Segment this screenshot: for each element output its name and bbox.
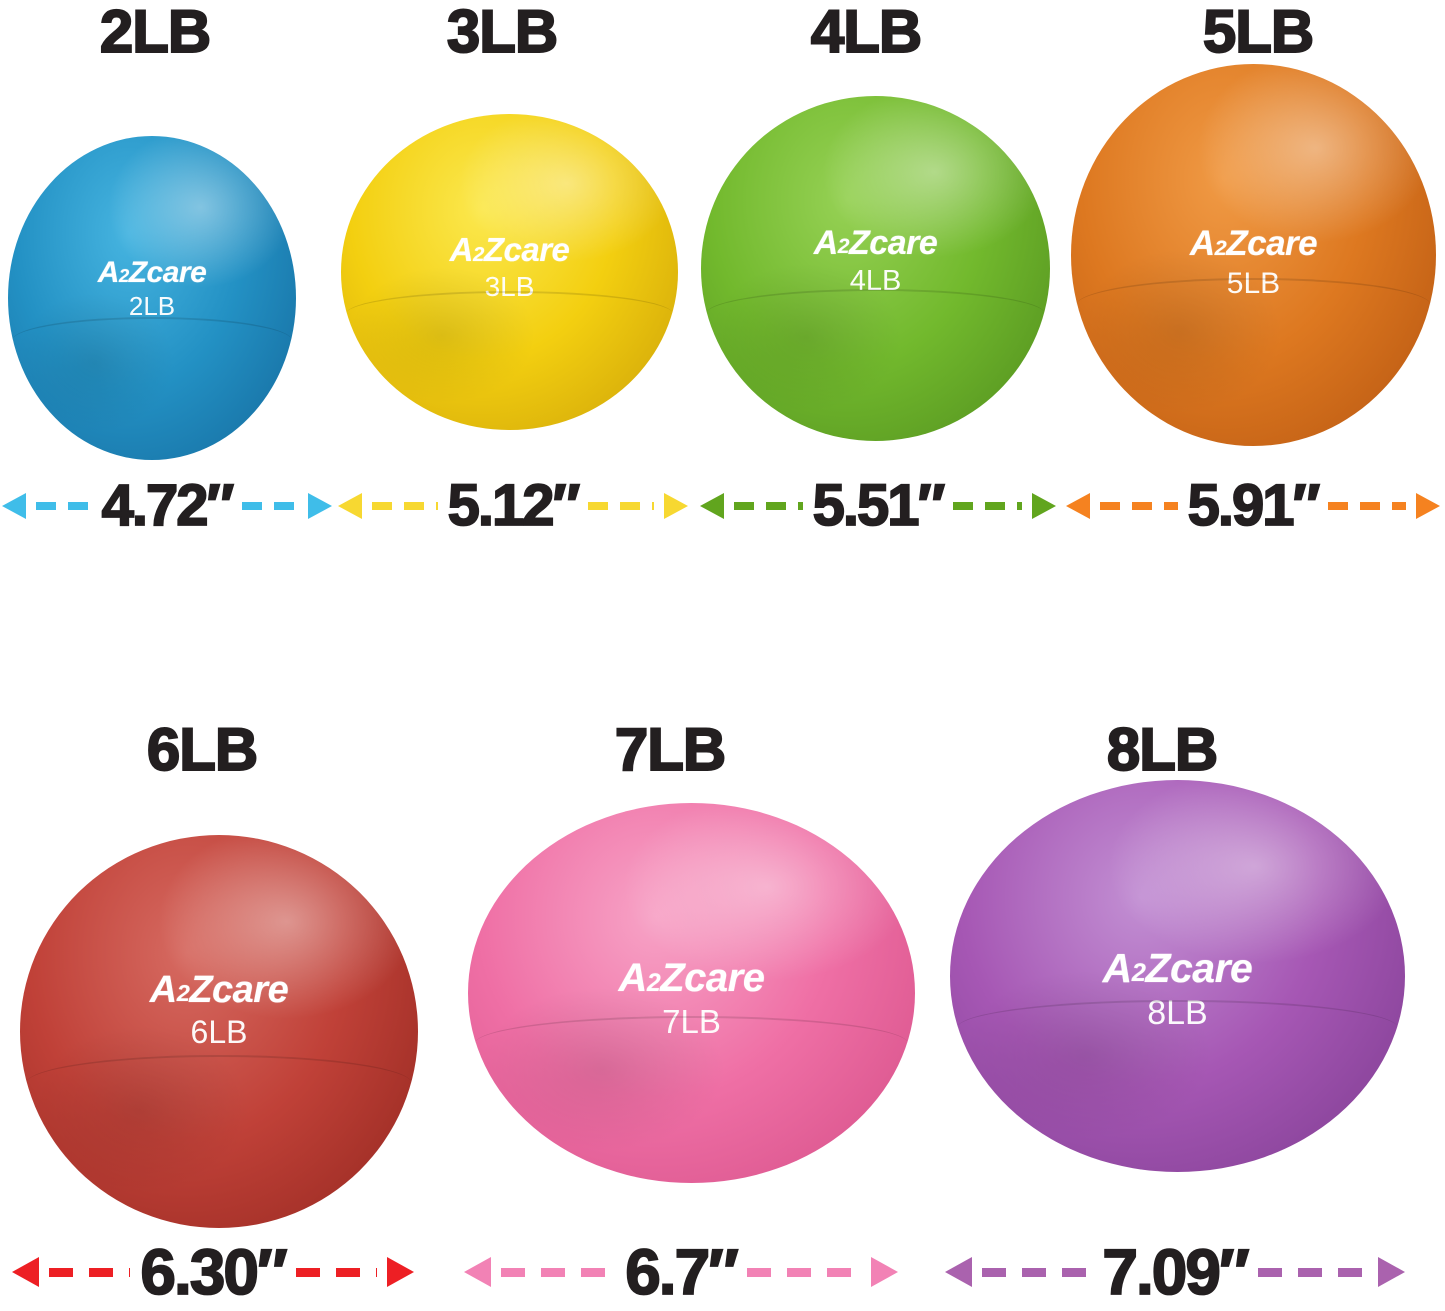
brand-logo: A2Zcare [1189, 224, 1318, 264]
arrow-right-icon [308, 493, 333, 519]
dashed-line [734, 502, 803, 510]
diameter-measure-8lb: 7.09″ [945, 1238, 1405, 1306]
brand-logo: A2Zcare [1102, 944, 1253, 991]
diameter-measure-4lb: 5.51″ [700, 472, 1057, 540]
ball-seam-line [346, 290, 673, 337]
weight-heading-7lb: 7LB [614, 716, 727, 783]
arrow-left-icon [945, 1257, 972, 1287]
ball-seam-line [474, 1015, 909, 1071]
toning-ball-photo-8lb: A2Zcare 8LB [950, 780, 1405, 1172]
diameter-measure-6lb: 6.30″ [12, 1238, 414, 1306]
arrow-right-icon [387, 1257, 414, 1287]
brand-logo: A2Zcare [449, 230, 570, 268]
dashed-line [982, 1267, 1093, 1277]
dashed-line [49, 1267, 131, 1277]
arrow-left-icon [2, 493, 26, 519]
ball-logo-block: A2Zcare 4LB [814, 224, 938, 299]
dashed-line [588, 502, 655, 510]
diameter-value: 7.09″ [1101, 1236, 1250, 1308]
weight-heading-6lb: 6LB [146, 716, 259, 783]
dashed-line [1100, 502, 1178, 510]
ball-seam-line [1076, 277, 1431, 333]
ball-seam-line [956, 999, 1399, 1057]
brand-logo: A2Zcare [618, 956, 765, 1000]
toning-ball-photo-3lb: A2Zcare 3LB [341, 114, 678, 430]
diameter-value: 5.12″ [447, 473, 581, 538]
ball-weight-label: 6LB [190, 1014, 248, 1051]
weight-heading-4lb: 4LB [810, 0, 923, 65]
dashed-line [953, 502, 1023, 510]
arrow-right-icon [1032, 493, 1057, 519]
ball-logo-block: A2Zcare 6LB [149, 968, 289, 1053]
diameter-measure-2lb: 4.72″ [2, 472, 333, 540]
dashed-line [1257, 1267, 1368, 1277]
ball-seam-line [25, 1055, 413, 1112]
dashed-line [36, 502, 92, 510]
diameter-measure-5lb: 5.91″ [1066, 472, 1441, 540]
toning-ball-photo-2lb: A2Zcare 2LB [8, 136, 296, 460]
arrow-left-icon [1066, 493, 1090, 519]
arrow-left-icon [338, 493, 362, 519]
dashed-line [746, 1267, 861, 1277]
diameter-value: 6.30″ [139, 1236, 288, 1308]
arrow-right-icon [1416, 493, 1441, 519]
arrow-left-icon [464, 1257, 491, 1287]
dashed-line [372, 502, 438, 510]
ball-weight-label: 2LB [128, 291, 176, 322]
weight-heading-5lb: 5LB [1202, 0, 1315, 65]
toning-ball-photo-5lb: A2Zcare 5LB [1071, 64, 1436, 446]
diameter-value: 4.72″ [101, 473, 235, 538]
brand-logo: A2Zcare [149, 968, 289, 1011]
toning-ball-photo-4lb: A2Zcare 4LB [701, 96, 1050, 441]
weight-heading-2lb: 2LB [99, 0, 212, 65]
dashed-line [1328, 502, 1407, 510]
toning-ball-photo-6lb: A2Zcare 6LB [20, 835, 418, 1228]
arrow-right-icon [1378, 1257, 1405, 1287]
diameter-value: 5.91″ [1187, 473, 1321, 538]
arrow-left-icon [700, 493, 724, 519]
arrow-left-icon [12, 1257, 39, 1287]
ball-logo-block: A2Zcare 2LB [98, 256, 207, 323]
dashed-line [501, 1267, 616, 1277]
diameter-measure-7lb: 6.7″ [464, 1238, 898, 1306]
toning-ball-photo-7lb: A2Zcare 7LB [468, 803, 915, 1183]
brand-logo: A2Zcare [97, 255, 207, 289]
arrow-right-icon [871, 1257, 898, 1287]
diameter-measure-3lb: 5.12″ [338, 472, 689, 540]
brand-logo: A2Zcare [813, 223, 938, 262]
weight-heading-8lb: 8LB [1106, 716, 1219, 783]
diameter-value: 6.7″ [624, 1236, 739, 1308]
arrow-right-icon [664, 493, 689, 519]
ball-seam-line [706, 289, 1045, 339]
diameter-value: 5.51″ [812, 473, 946, 538]
weight-heading-3lb: 3LB [446, 0, 559, 65]
dashed-line [242, 502, 299, 510]
ball-seam-line [12, 317, 292, 364]
dashed-line [295, 1267, 377, 1277]
